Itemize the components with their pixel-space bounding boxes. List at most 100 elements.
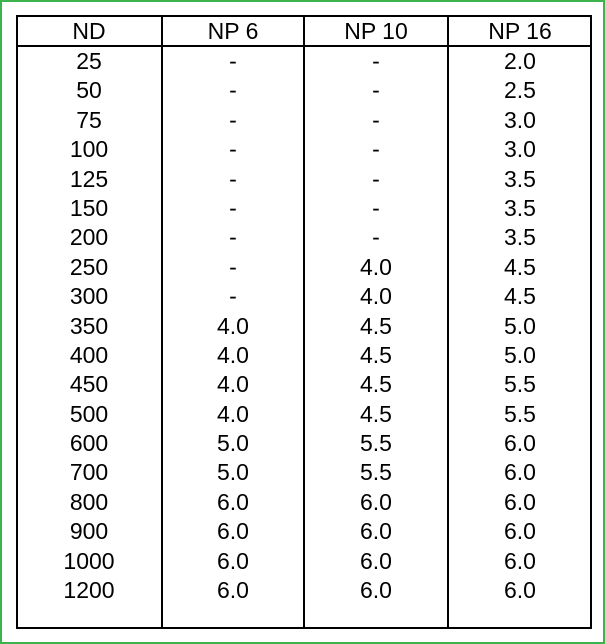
- cell-nd: 500: [69, 400, 109, 427]
- cell-np10: -: [372, 48, 380, 74]
- cell-nd: 25: [76, 48, 102, 74]
- cell-nd: 250: [69, 253, 109, 280]
- cell-np6: 6.0: [217, 518, 249, 545]
- cell-np6: 6.0: [217, 488, 249, 515]
- cell-np6: -: [229, 253, 237, 280]
- cell-nd: 600: [69, 430, 109, 457]
- cell-np10: -: [372, 106, 380, 133]
- table-row: 350 4.0 4.5 5.0: [16, 312, 592, 341]
- table-row: 100 - - 3.0: [16, 135, 592, 164]
- header-np16: NP 16: [488, 18, 552, 44]
- cell-np6: 6.0: [217, 547, 249, 574]
- table-row: 450 4.0 4.5 5.5: [16, 370, 592, 399]
- table-row: 1000 6.0 6.0 6.0: [16, 547, 592, 576]
- header-np6: NP 6: [207, 18, 259, 44]
- cell-nd: 800: [69, 488, 109, 515]
- cell-np16: 3.0: [504, 136, 536, 163]
- cell-np10: 6.0: [360, 577, 392, 604]
- table-row: 600 5.0 5.5 6.0: [16, 429, 592, 458]
- cell-np10: 4.0: [360, 253, 392, 280]
- cell-np16: 3.5: [504, 165, 536, 192]
- cell-nd: 50: [76, 77, 102, 104]
- table-row: 25 - - 2.0: [16, 47, 592, 76]
- cell-np16: 6.0: [504, 430, 536, 457]
- table-left-border: [16, 15, 18, 629]
- cell-nd: 100: [69, 136, 109, 163]
- cell-np6: -: [229, 165, 237, 192]
- cell-np10: -: [372, 194, 380, 221]
- cell-np16: 6.0: [504, 547, 536, 574]
- cell-np16: 4.5: [504, 283, 536, 310]
- cell-np10: 5.5: [360, 459, 392, 486]
- cell-nd: 1000: [63, 547, 115, 574]
- cell-np10: -: [372, 165, 380, 192]
- table-row: 700 5.0 5.5 6.0: [16, 458, 592, 487]
- cell-np6: -: [229, 224, 237, 251]
- cell-np6: 5.0: [217, 430, 249, 457]
- column-divider-1: [161, 15, 163, 629]
- cell-np16: 3.5: [504, 224, 536, 251]
- cell-np10: 6.0: [360, 488, 392, 515]
- cell-np16: 6.0: [504, 488, 536, 515]
- table-row: 900 6.0 6.0 6.0: [16, 517, 592, 546]
- cell-np10: 4.5: [360, 312, 392, 339]
- cell-np16: 5.0: [504, 312, 536, 339]
- cell-np10: -: [372, 136, 380, 163]
- cell-nd: 400: [69, 341, 109, 368]
- cell-nd: 450: [69, 371, 109, 398]
- cell-np6: 4.0: [217, 341, 249, 368]
- cell-np16: 4.5: [504, 253, 536, 280]
- header-nd: ND: [72, 18, 106, 44]
- cell-np10: -: [372, 224, 380, 251]
- cell-np10: 4.5: [360, 341, 392, 368]
- column-divider-2: [303, 15, 305, 629]
- cell-np16: 2.5: [504, 77, 536, 104]
- cell-nd: 200: [69, 224, 109, 251]
- cell-nd: 75: [76, 106, 102, 133]
- table-row: 125 - - 3.5: [16, 165, 592, 194]
- cell-np10: 4.5: [360, 400, 392, 427]
- header-np10: NP 10: [344, 18, 408, 44]
- cell-np6: -: [229, 48, 237, 74]
- table-row: 800 6.0 6.0 6.0: [16, 488, 592, 517]
- cell-nd: 300: [69, 283, 109, 310]
- cell-np6: 4.0: [217, 400, 249, 427]
- table-row: 500 4.0 4.5 5.5: [16, 400, 592, 429]
- cell-np16: 5.5: [504, 400, 536, 427]
- cell-nd: 350: [69, 312, 109, 339]
- table-body: 25- -2.0 50- -2.5 75- -3.0 100- -3.0 125- -3.5 150…: [16, 47, 592, 605]
- table-row: 50 - - 2.5: [16, 76, 592, 105]
- cell-np6: -: [229, 77, 237, 104]
- table-row: 150 - - 3.5: [16, 194, 592, 223]
- cell-nd: 900: [69, 518, 109, 545]
- cell-nd: 700: [69, 459, 109, 486]
- cell-np16: 5.0: [504, 341, 536, 368]
- cell-np16: 5.5: [504, 371, 536, 398]
- column-divider-3: [447, 15, 449, 629]
- cell-np6: 4.0: [217, 371, 249, 398]
- cell-nd: 150: [69, 194, 109, 221]
- cell-np16: 3.5: [504, 194, 536, 221]
- cell-np10: 6.0: [360, 547, 392, 574]
- table-right-border: [590, 15, 592, 629]
- table-row: 200 - - 3.5: [16, 223, 592, 252]
- cell-np10: -: [372, 77, 380, 104]
- cell-np6: 5.0: [217, 459, 249, 486]
- cell-nd: 1200: [63, 577, 115, 604]
- table-row: 1200 6.0 6.0 6.0: [16, 576, 592, 605]
- cell-np6: -: [229, 106, 237, 133]
- cell-np10: 4.0: [360, 283, 392, 310]
- table-row: 300 - 4.0 4.5: [16, 282, 592, 311]
- table-row: 75 - - 3.0: [16, 106, 592, 135]
- cell-np16: 6.0: [504, 459, 536, 486]
- cell-np6: 4.0: [217, 312, 249, 339]
- cell-np6: -: [229, 194, 237, 221]
- cell-np10: 6.0: [360, 518, 392, 545]
- cell-nd: 125: [69, 165, 109, 192]
- cell-np16: 2.0: [504, 48, 536, 74]
- cell-np6: 6.0: [217, 577, 249, 604]
- cell-np10: 5.5: [360, 430, 392, 457]
- table-row: 250 - 4.0 4.5: [16, 253, 592, 282]
- cell-np16: 3.0: [504, 106, 536, 133]
